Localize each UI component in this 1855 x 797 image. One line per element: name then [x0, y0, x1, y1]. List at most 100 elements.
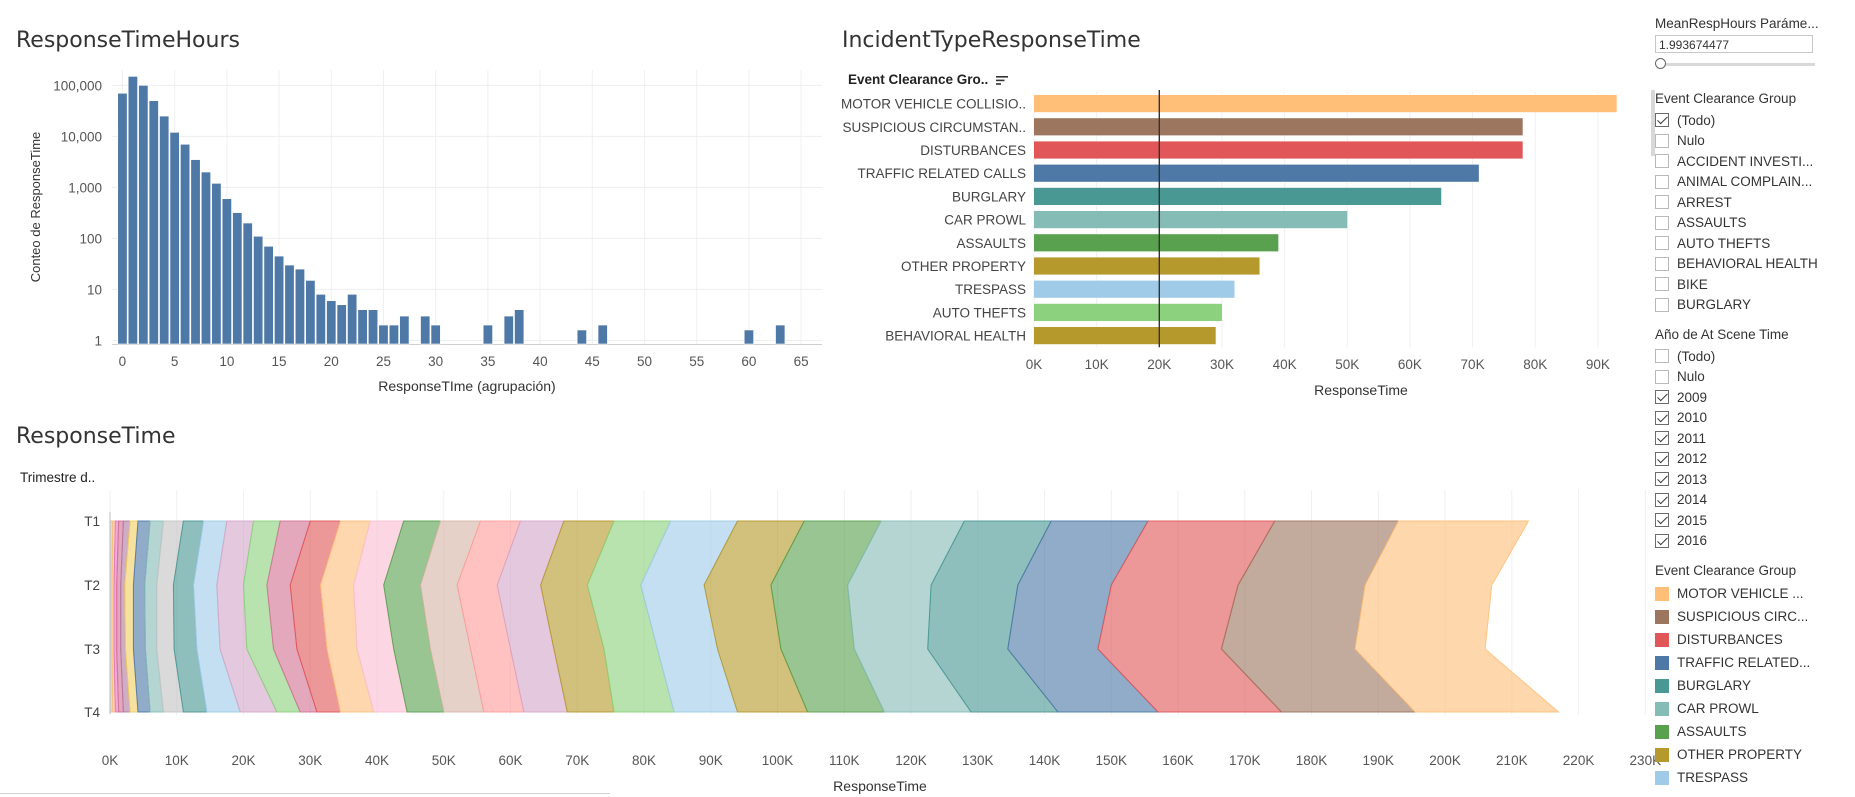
- checkbox-unchecked[interactable]: [1655, 195, 1669, 210]
- hist-bar: [430, 324, 441, 345]
- checkbox-unchecked[interactable]: [1655, 277, 1669, 292]
- hist-x-tick-label: 45: [585, 354, 600, 369]
- legend-item[interactable]: SUSPICIOUS CIRC...: [1655, 605, 1845, 628]
- color-legend: MOTOR VEHICLE ... SUSPICIOUS CIRC... DISTU…: [1655, 582, 1845, 789]
- year-filter-option[interactable]: 2015: [1655, 510, 1845, 531]
- hist-bar: [743, 329, 754, 345]
- legend-item[interactable]: BURGLARY: [1655, 674, 1845, 697]
- area-field-header[interactable]: Trimestre d..: [20, 470, 96, 485]
- hist-x-tick-label: 20: [324, 354, 339, 369]
- checkbox-checked[interactable]: [1655, 533, 1669, 548]
- event-group-filter-option[interactable]: Nulo: [1655, 131, 1845, 152]
- event-group-filter-option[interactable]: BIKE: [1655, 274, 1845, 295]
- checkbox-unchecked[interactable]: [1655, 369, 1669, 384]
- legend-item[interactable]: MOTOR VEHICLE ...: [1655, 582, 1845, 605]
- checkbox-unchecked[interactable]: [1655, 154, 1669, 169]
- checkbox-checked[interactable]: [1655, 410, 1669, 425]
- legend-item[interactable]: TRESPASS: [1655, 766, 1845, 789]
- checkbox-checked[interactable]: [1655, 390, 1669, 405]
- hist-bar: [200, 171, 211, 345]
- hist-bar: [274, 255, 285, 345]
- sort-descending-icon[interactable]: [996, 75, 1009, 86]
- hist-bar: [378, 324, 389, 345]
- year-filter-option[interactable]: 2016: [1655, 531, 1845, 552]
- hist-bar: [117, 92, 128, 345]
- param-input[interactable]: 1.993674477: [1655, 35, 1813, 53]
- hist-x-axis-label: ResponseTIme (agrupación): [378, 378, 555, 394]
- hist-bar: [232, 212, 243, 345]
- event-group-filter-option[interactable]: ASSAULTS: [1655, 213, 1845, 234]
- event-group-filter-option-label: (Todo): [1677, 112, 1716, 128]
- legend-item[interactable]: ASSAULTS: [1655, 720, 1845, 743]
- year-filter-option[interactable]: 2010: [1655, 408, 1845, 429]
- hist-x-tick-label: 25: [376, 354, 391, 369]
- year-filter-option[interactable]: 2013: [1655, 469, 1845, 490]
- year-filter-option-label: (Todo): [1677, 348, 1716, 364]
- param-label: MeanRespHours Paráme...: [1655, 16, 1819, 31]
- checkbox-unchecked[interactable]: [1655, 256, 1669, 271]
- event-group-filter-option[interactable]: ARREST: [1655, 192, 1845, 213]
- year-filter-option[interactable]: 2011: [1655, 428, 1845, 449]
- legend-swatch: [1655, 724, 1669, 739]
- checkbox-checked[interactable]: [1655, 513, 1669, 528]
- checkbox-checked[interactable]: [1655, 113, 1669, 128]
- slider-handle[interactable]: [1655, 58, 1666, 69]
- hist-bar: [420, 315, 431, 345]
- legend-item[interactable]: OTHER PROPERTY: [1655, 743, 1845, 766]
- hist-y-tick-label: 10,000: [61, 129, 102, 144]
- hist-bar: [211, 183, 222, 345]
- year-filter-option[interactable]: 2014: [1655, 490, 1845, 511]
- hist-x-tick-label: 35: [480, 354, 495, 369]
- hist-bar: [597, 324, 608, 345]
- event-group-filter-option[interactable]: BEHAVIORAL HEALTH: [1655, 254, 1845, 275]
- hist-bar: [294, 268, 305, 345]
- event-group-filter-option[interactable]: (Todo): [1655, 110, 1845, 131]
- histogram-title: ResponseTimeHours: [16, 28, 240, 53]
- sidebar: MeanRespHours Paráme... 1.993674477 Even…: [1655, 16, 1845, 789]
- year-filter-option[interactable]: 2009: [1655, 387, 1845, 408]
- legend-item[interactable]: CAR PROWL: [1655, 697, 1845, 720]
- year-filter-option[interactable]: (Todo): [1655, 346, 1845, 367]
- horizontal-scrollbar[interactable]: [0, 793, 610, 794]
- event-group-filter-option-label: ACCIDENT INVESTI...: [1677, 153, 1814, 169]
- checkbox-unchecked[interactable]: [1655, 236, 1669, 251]
- incident-chart-title: IncidentTypeResponseTime: [842, 28, 1141, 53]
- hist-y-tick-label: 10: [87, 282, 102, 297]
- slider-track: [1659, 63, 1815, 66]
- year-filter-option[interactable]: Nulo: [1655, 367, 1845, 388]
- hist-x-tick-label: 60: [741, 354, 756, 369]
- checkbox-unchecked[interactable]: [1655, 349, 1669, 364]
- legend-item[interactable]: DISTURBANCES: [1655, 628, 1845, 651]
- checkbox-checked[interactable]: [1655, 431, 1669, 446]
- hist-y-tick-label: 1: [94, 333, 102, 348]
- checkbox-unchecked[interactable]: [1655, 133, 1669, 148]
- year-filter-option-label: 2009: [1677, 389, 1708, 405]
- checkbox-checked[interactable]: [1655, 492, 1669, 507]
- legend-item-label: BURGLARY: [1677, 678, 1752, 693]
- checkbox-unchecked[interactable]: [1655, 215, 1669, 230]
- hist-x-tick-label: 50: [637, 354, 652, 369]
- event-group-filter-option-label: Nulo: [1677, 133, 1705, 149]
- legend-item-label: ASSAULTS: [1677, 724, 1747, 739]
- year-filter-option-label: 2014: [1677, 492, 1708, 508]
- checkbox-unchecked[interactable]: [1655, 174, 1669, 189]
- year-filter-option-label: 2016: [1677, 533, 1708, 549]
- year-filter-option[interactable]: 2012: [1655, 449, 1845, 470]
- param-slider[interactable]: [1655, 57, 1815, 71]
- hist-bar: [503, 315, 514, 345]
- legend-swatch: [1655, 701, 1669, 716]
- event-group-filter-option[interactable]: ANIMAL COMPLAIN...: [1655, 172, 1845, 193]
- hist-bar: [399, 315, 410, 345]
- event-group-filter-option[interactable]: BURGLARY: [1655, 295, 1845, 316]
- checkbox-unchecked[interactable]: [1655, 297, 1669, 312]
- event-group-filter-option[interactable]: AUTO THEFTS: [1655, 233, 1845, 254]
- checkbox-checked[interactable]: [1655, 451, 1669, 466]
- incident-field-header[interactable]: Event Clearance Gro..: [848, 72, 1009, 87]
- hist-bar: [180, 143, 191, 345]
- legend-item[interactable]: TRAFFIC RELATED...: [1655, 651, 1845, 674]
- event-group-filter-option-label: BURGLARY: [1677, 297, 1752, 313]
- checkbox-checked[interactable]: [1655, 472, 1669, 487]
- event-group-filter-option[interactable]: ACCIDENT INVESTI...: [1655, 151, 1845, 172]
